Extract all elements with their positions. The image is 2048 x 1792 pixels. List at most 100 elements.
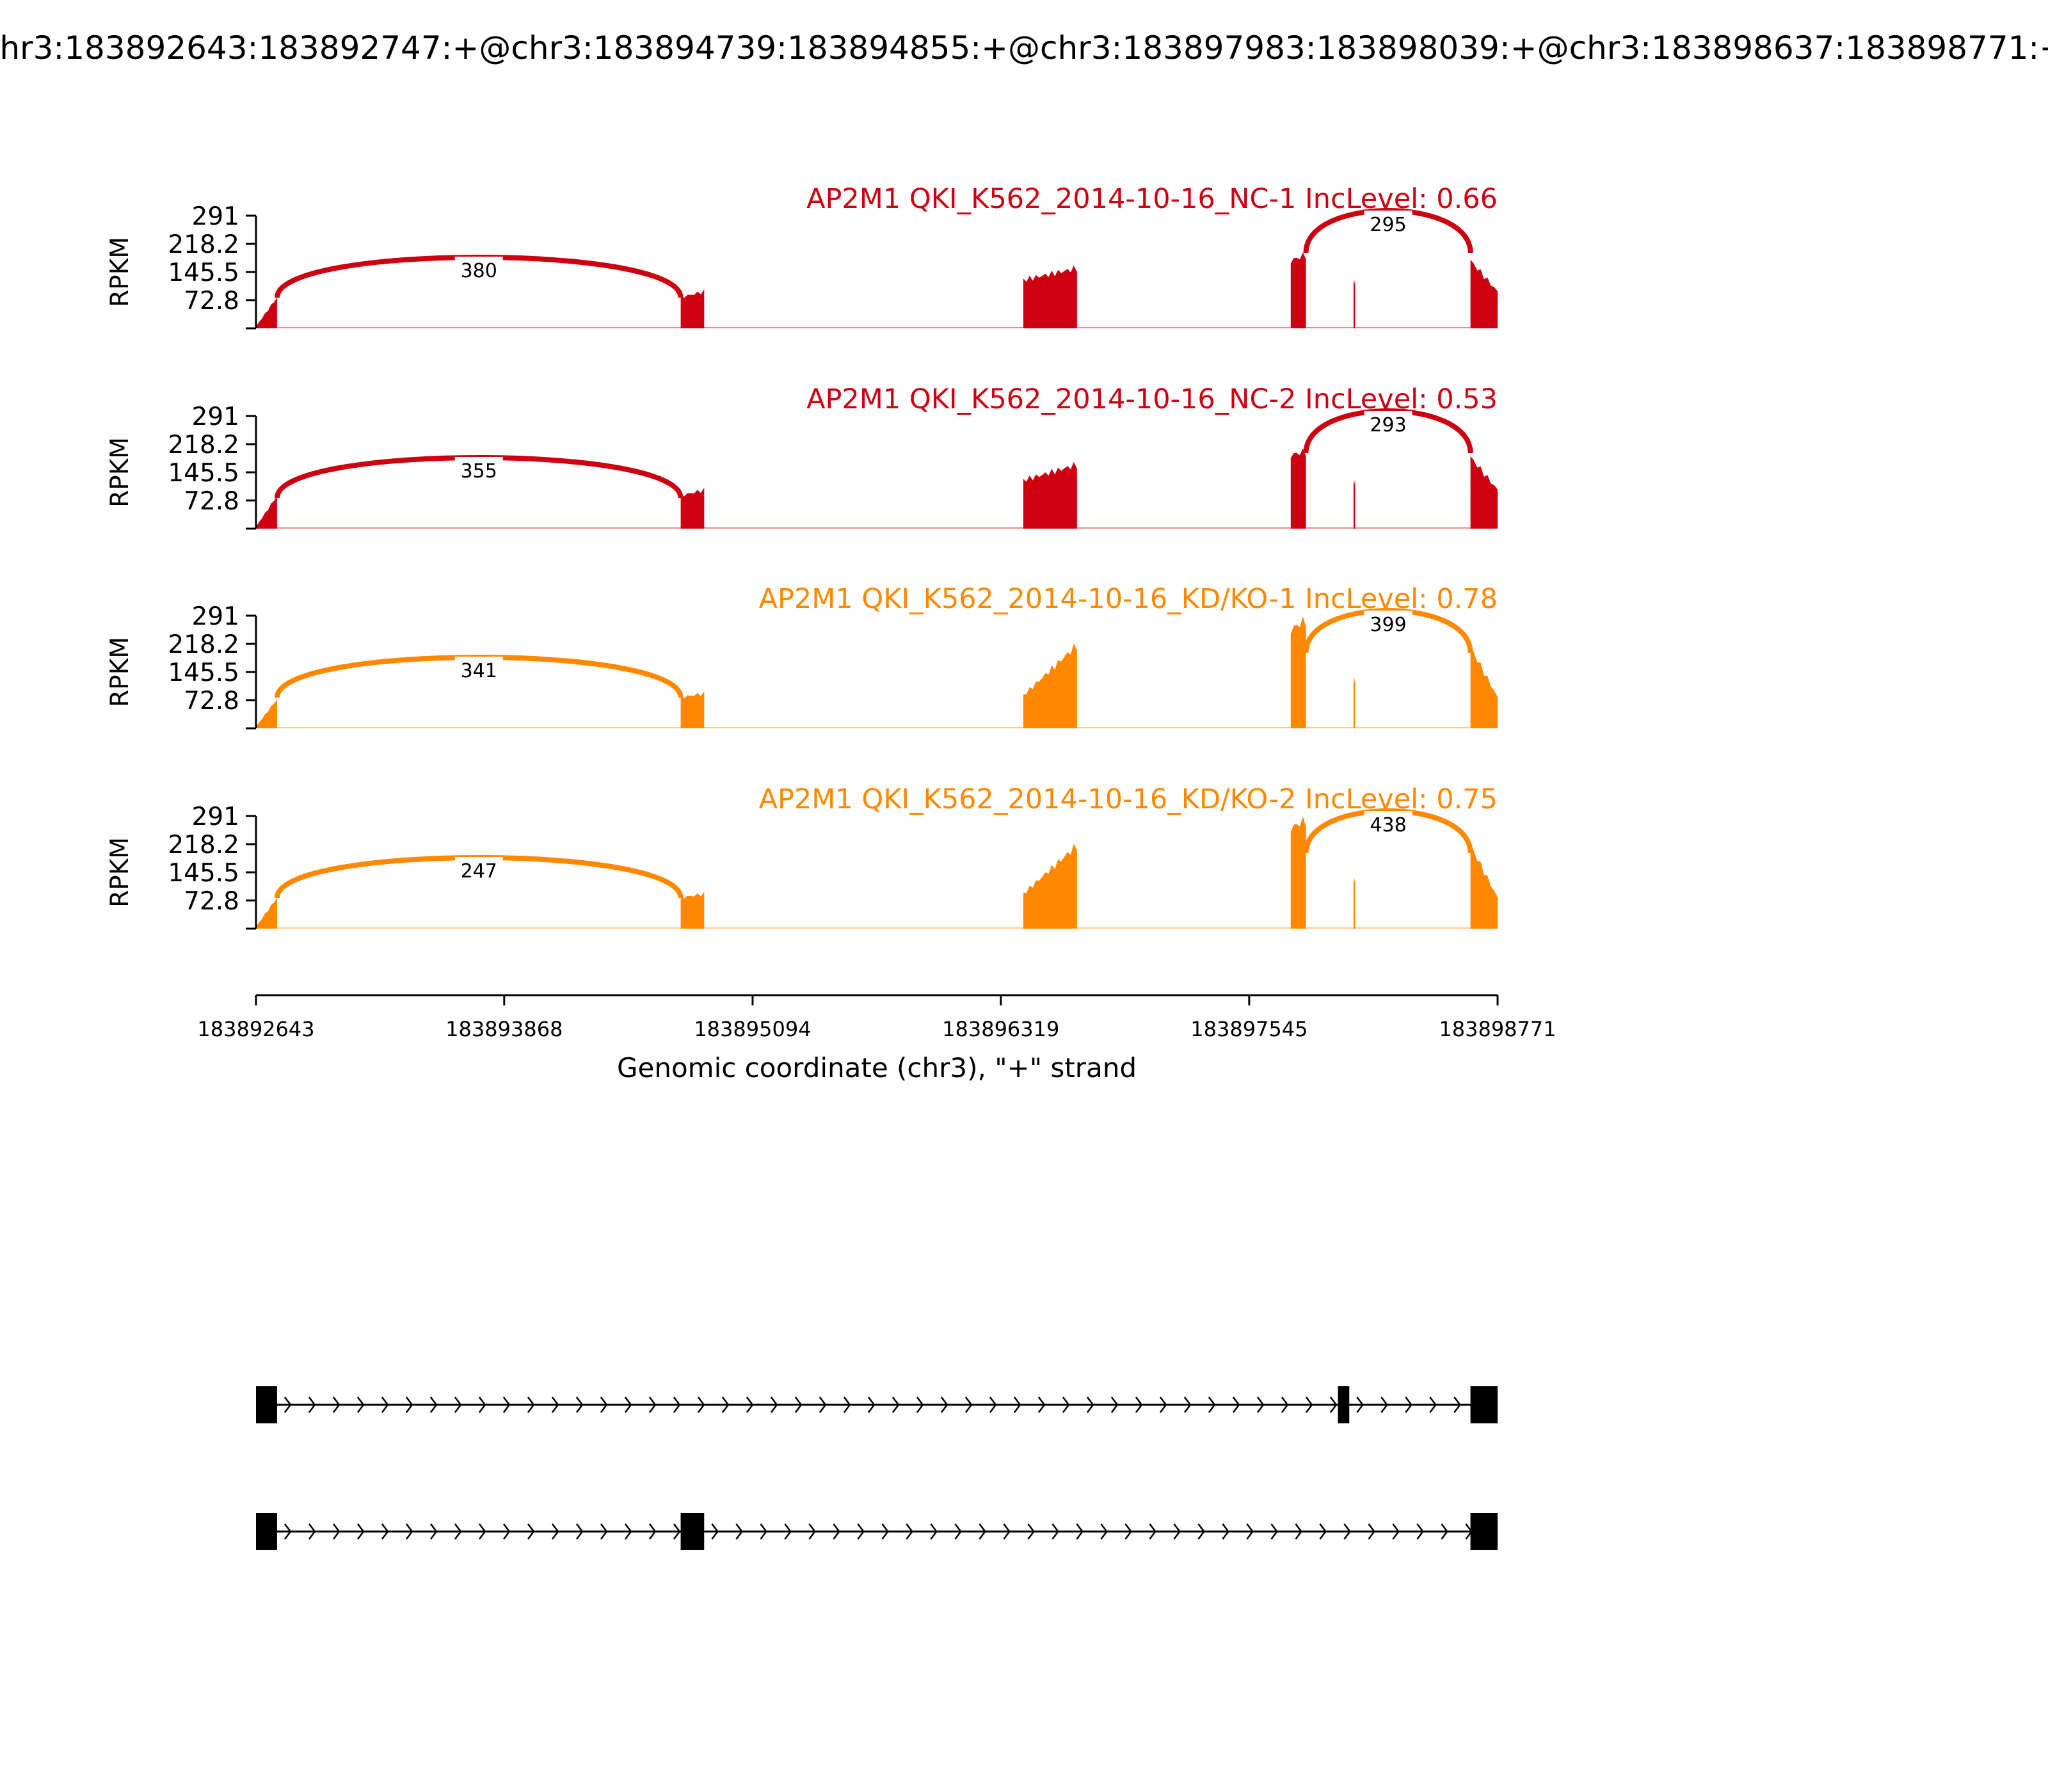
coverage-block bbox=[680, 488, 705, 529]
strand-arrow bbox=[551, 1523, 559, 1540]
strand-arrow bbox=[405, 1396, 413, 1413]
strand-arrow bbox=[1062, 1396, 1070, 1413]
strand-arrow bbox=[429, 1396, 438, 1413]
strand-arrow bbox=[954, 1523, 962, 1540]
y-tick-label: 218.2 bbox=[168, 831, 239, 860]
strand-arrow bbox=[1159, 1396, 1167, 1413]
strand-arrow bbox=[770, 1396, 778, 1413]
strand-arrow bbox=[1392, 1523, 1400, 1540]
strand-arrow bbox=[930, 1523, 938, 1540]
junction-label-bg bbox=[1364, 211, 1412, 237]
strand-arrow bbox=[735, 1523, 743, 1540]
junction-label: 438 bbox=[1370, 814, 1406, 836]
x-tick-label: 183897545 bbox=[1190, 1017, 1308, 1041]
y-tick-label: 291 bbox=[192, 803, 239, 831]
strand-arrow bbox=[600, 1396, 608, 1413]
strand-arrow bbox=[1356, 1396, 1364, 1413]
y-tick-label: 145.5 bbox=[168, 459, 239, 488]
y-axis-label: RPKM bbox=[106, 637, 134, 707]
strand-arrow bbox=[381, 1396, 389, 1413]
strand-arrow bbox=[760, 1523, 767, 1540]
strand-arrow bbox=[1197, 1523, 1205, 1540]
y-tick-label: 145.5 bbox=[168, 859, 239, 888]
y-tick-label: 72.8 bbox=[184, 487, 239, 516]
strand-arrow bbox=[648, 1396, 657, 1413]
coverage-block bbox=[256, 495, 277, 529]
x-axis-label: Genomic coordinate (chr3), "+" strand bbox=[617, 1052, 1137, 1084]
strand-arrow bbox=[1343, 1523, 1351, 1540]
strand-arrow bbox=[819, 1396, 827, 1413]
junction-label-bg bbox=[454, 657, 503, 684]
strand-arrow bbox=[624, 1396, 632, 1413]
coverage-block bbox=[1470, 646, 1498, 728]
coverage-block bbox=[256, 897, 277, 929]
strand-arrow bbox=[940, 1396, 948, 1413]
strand-arrow bbox=[1037, 1396, 1046, 1413]
x-tick-label: 183893868 bbox=[445, 1017, 563, 1041]
y-axis-label: RPKM bbox=[106, 837, 134, 908]
strand-arrow bbox=[1149, 1523, 1156, 1540]
strand-arrow bbox=[478, 1396, 486, 1413]
coverage-block bbox=[1290, 616, 1306, 728]
junction-label-bg bbox=[1364, 611, 1412, 637]
y-tick-label: 291 bbox=[192, 403, 239, 431]
junction-label: 293 bbox=[1370, 414, 1406, 436]
isoform-structures bbox=[256, 1386, 1498, 1550]
y-axis-label: RPKM bbox=[106, 437, 134, 508]
strand-arrow bbox=[1100, 1523, 1108, 1540]
chart-title: chr3:183892643:183892747:+@chr3:18389473… bbox=[0, 29, 2048, 67]
panel-title: AP2M1 QKI_K562_2014-10-16_NC-1 IncLevel:… bbox=[806, 183, 1498, 215]
y-tick-label: 291 bbox=[192, 202, 239, 231]
coverage-block bbox=[680, 289, 705, 328]
strand-arrow bbox=[502, 1523, 511, 1540]
exon-block bbox=[1470, 1386, 1498, 1423]
junction-label: 295 bbox=[1370, 214, 1406, 236]
strand-arrow bbox=[1208, 1396, 1216, 1413]
strand-arrow bbox=[575, 1523, 584, 1540]
strand-arrow bbox=[843, 1396, 851, 1413]
strand-arrow bbox=[916, 1396, 924, 1413]
strand-arrow bbox=[892, 1396, 900, 1413]
coverage-block bbox=[1023, 461, 1077, 529]
y-tick-label: 72.8 bbox=[184, 887, 239, 916]
strand-arrow bbox=[332, 1396, 340, 1413]
exon-block bbox=[1470, 1513, 1498, 1550]
y-tick-label: 291 bbox=[192, 602, 239, 631]
strand-arrow bbox=[1405, 1396, 1412, 1413]
y-tick-label: 145.5 bbox=[168, 659, 239, 687]
coverage-block bbox=[680, 691, 705, 728]
strand-arrow bbox=[833, 1523, 840, 1540]
junction-label: 355 bbox=[461, 460, 497, 483]
strand-arrow bbox=[1076, 1523, 1084, 1540]
strand-arrow bbox=[454, 1523, 462, 1540]
strand-arrow bbox=[308, 1523, 316, 1540]
strand-arrow bbox=[1222, 1523, 1229, 1540]
strand-arrow bbox=[673, 1523, 681, 1540]
strand-arrow bbox=[1003, 1523, 1011, 1540]
strand-arrow bbox=[1380, 1396, 1388, 1413]
strand-arrow bbox=[1173, 1523, 1181, 1540]
strand-arrow bbox=[881, 1523, 889, 1540]
strand-arrow bbox=[1305, 1396, 1313, 1413]
strand-arrow bbox=[648, 1523, 657, 1540]
junction-label-bg bbox=[454, 257, 503, 284]
exon-block bbox=[680, 1513, 705, 1550]
y-tick-label: 218.2 bbox=[168, 230, 239, 259]
strand-arrow bbox=[381, 1523, 389, 1540]
strand-arrow bbox=[284, 1396, 292, 1413]
x-axis: 183892643 183893868 183895094 183896319 1838… bbox=[197, 994, 1556, 1041]
x-tick-label: 183898771 bbox=[1439, 1017, 1556, 1041]
strand-arrow bbox=[502, 1396, 511, 1413]
strand-arrow bbox=[1246, 1523, 1254, 1540]
strand-arrow bbox=[697, 1396, 705, 1413]
strand-arrow bbox=[1110, 1396, 1119, 1413]
coverage-block bbox=[1470, 259, 1498, 328]
strand-arrow bbox=[356, 1523, 365, 1540]
x-tick-label: 183896319 bbox=[942, 1017, 1059, 1041]
strand-arrow bbox=[906, 1523, 913, 1540]
panel-title: AP2M1 QKI_K562_2014-10-16_NC-2 IncLevel:… bbox=[806, 383, 1498, 415]
strand-arrow bbox=[1256, 1396, 1265, 1413]
